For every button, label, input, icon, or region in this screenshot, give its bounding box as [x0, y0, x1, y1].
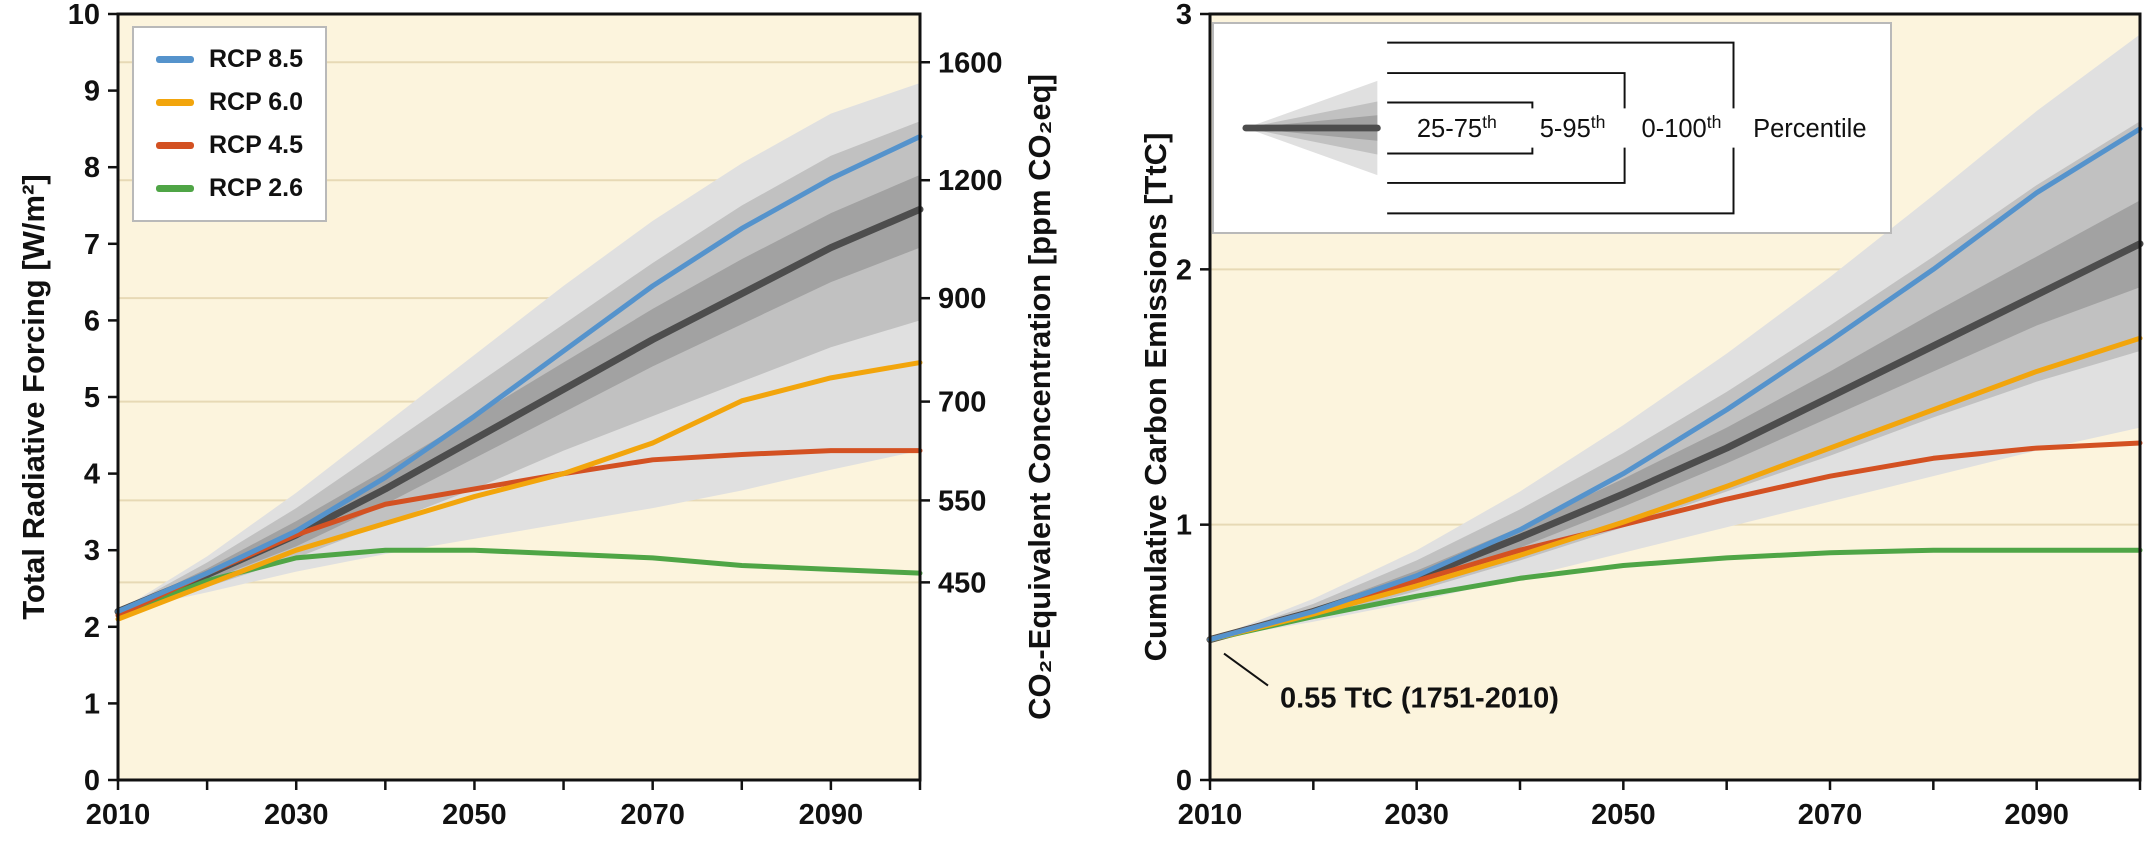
x-tick-label: 2050 [442, 799, 507, 831]
legend-color-swatch [156, 56, 194, 63]
percentile-range-label: 5-95th [1540, 112, 1606, 143]
percentile-legend-title: Percentile [1753, 115, 1866, 143]
percentile-range-label: 25-75th [1417, 112, 1497, 143]
percentile-legend-graphic: 25-75th 5-95th 0-100th Percentile [1242, 41, 1867, 215]
y2-tick-label: 700 [938, 387, 986, 419]
y-tick-label: 7 [84, 229, 100, 261]
x-tick-label: 2050 [1591, 799, 1656, 831]
x-tick-label: 2030 [1384, 799, 1449, 831]
percentile-bracket-25-75 [1387, 101, 1534, 155]
legend-color-swatch [156, 142, 194, 149]
series-rcp-6-0-line [1207, 335, 2143, 643]
y-tick-label: 4 [84, 459, 100, 491]
legend-item-label: RCP 4.5 [209, 131, 304, 159]
band-5-95th-percentile [1210, 121, 2140, 640]
x-tick-label: 2010 [86, 799, 151, 831]
left-panel-y2-axis-title: CO₂-Equivalent Concentration [ppm CO₂eq] [1022, 74, 1057, 720]
series-rcp-6-0-line [115, 360, 923, 622]
x-tick-label: 2090 [799, 799, 864, 831]
y2-tick-label: 450 [938, 567, 986, 599]
y-tick-label: 2 [84, 612, 100, 644]
legend-item-rcp-2-6: RCP 2.6 [156, 174, 303, 203]
rcp-scenario-legend: RCP 8.5 RCP 6.0 RCP 4.5 RCP 2.6 [132, 26, 328, 222]
legend-item-label: RCP 6.0 [209, 88, 304, 116]
left-panel-y-axis-title: Total Radiative Forcing [W/m²] [16, 174, 51, 620]
y2-tick-label: 900 [938, 283, 986, 315]
band-25-75th-percentile [118, 174, 920, 612]
x-tick-label: 2070 [620, 799, 685, 831]
y-tick-label: 9 [84, 76, 100, 108]
plot-frame [1208, 12, 2142, 782]
legend-item-rcp-6-0: RCP 6.0 [156, 88, 303, 117]
y2-tick-label: 550 [938, 485, 986, 517]
y-tick-label: 5 [84, 382, 100, 414]
legend-item-label: RCP 8.5 [209, 45, 304, 73]
annotation-text: 0.55 TtC (1751-2010) [1280, 683, 1559, 715]
band-0-100th-percentile [118, 82, 920, 612]
annotation-leader-line [1223, 652, 1269, 687]
y-tick-label: 3 [1176, 0, 1192, 31]
x-tick-label: 2070 [1798, 799, 1863, 831]
legend-color-swatch [156, 99, 194, 106]
legend-item-rcp-4-5: RCP 4.5 [156, 131, 303, 160]
y-tick-label: 3 [84, 535, 100, 567]
x-tick-label: 2090 [2004, 799, 2069, 831]
y-tick-label: 6 [84, 305, 100, 337]
y-tick-label: 0 [84, 765, 100, 797]
series-rcp-8-5-line [115, 134, 923, 614]
legend-item-rcp-8-5: RCP 8.5 [156, 45, 303, 74]
percentile-bracket-0-100 [1387, 41, 1735, 215]
legend-item-label: RCP 2.6 [209, 174, 304, 202]
legend-color-swatch [156, 185, 194, 192]
series-rcp-2-6-line [1207, 547, 2143, 643]
right-panel-y-axis-title: Cumulative Carbon Emissions [TtC] [1138, 132, 1173, 662]
y-tick-label: 1 [1176, 510, 1192, 542]
x-tick-label: 2010 [1178, 799, 1243, 831]
y-tick-label: 10 [68, 0, 100, 31]
y-tick-label: 2 [1176, 254, 1192, 286]
y2-tick-label: 1600 [938, 47, 1003, 79]
y-tick-label: 0 [1176, 765, 1192, 797]
y2-tick-label: 1200 [938, 165, 1003, 197]
percentile-range-label: 0-100th [1642, 112, 1722, 143]
y-tick-label: 8 [84, 152, 100, 184]
x-tick-label: 2030 [264, 799, 329, 831]
series-rcp-8-5-line [1207, 126, 2143, 643]
percentile-legend: 25-75th 5-95th 0-100th Percentile [1212, 22, 1892, 234]
percentile-bracket-5-95 [1387, 72, 1626, 184]
y-tick-label: 1 [84, 688, 100, 720]
